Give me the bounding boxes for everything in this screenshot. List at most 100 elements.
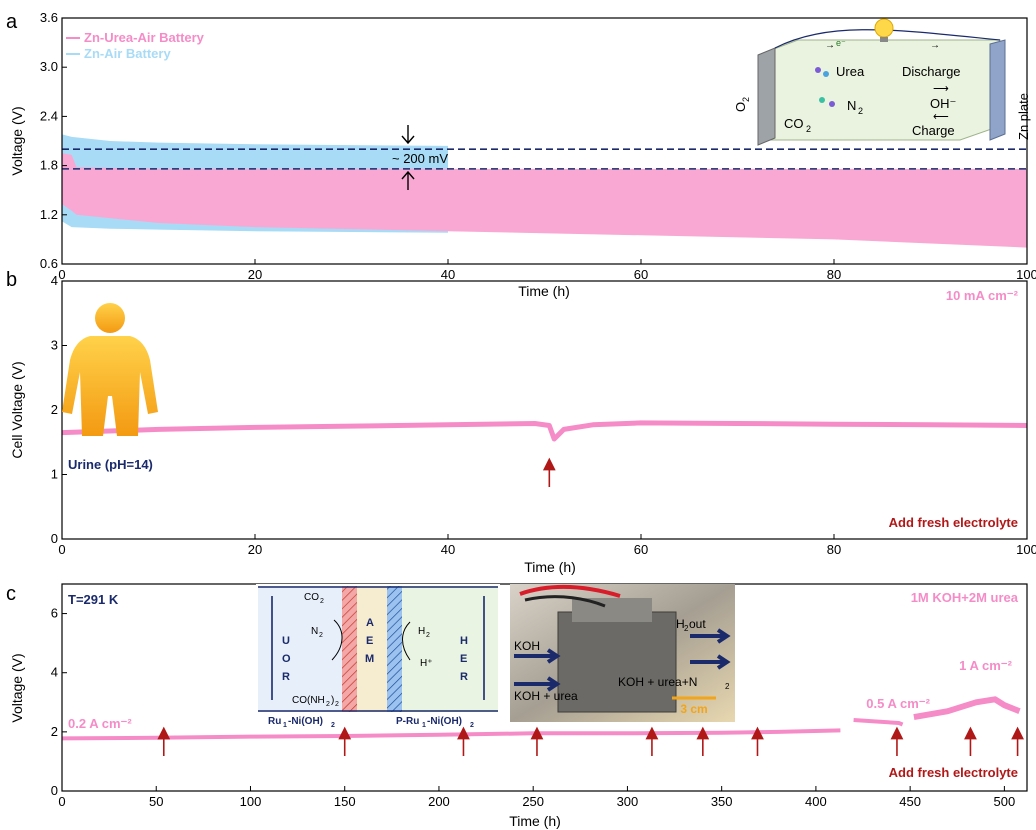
- cell-anode-ni-sub: 2: [331, 722, 335, 729]
- panel-b-urine: Urine (pH=14): [68, 457, 153, 472]
- x-tick-label: 250: [522, 794, 544, 809]
- cell-h2-sub: 2: [426, 632, 430, 639]
- panel-c-electrolyte: 1M KOH+2M urea: [911, 590, 1019, 605]
- urea-atom-icon: [823, 71, 829, 77]
- panel-c-ylabel: Voltage (V): [9, 653, 25, 722]
- voltage-line-segment: [913, 696, 1021, 721]
- zn-urea-air-band: [62, 153, 1027, 248]
- panel-label-c: c: [6, 583, 16, 605]
- cell-cathode-ni-sub: 2: [470, 722, 474, 729]
- human-head-icon: [95, 303, 125, 333]
- panel-b-ylabel: Cell Voltage (V): [9, 361, 25, 458]
- legend-zn-air: Zn-Air Battery: [84, 46, 171, 61]
- panel-c-axes: 0 50 100 150 200 250 300 350 400 450 500 0 2 4 6: [51, 606, 1015, 809]
- panel-label-b: b: [6, 269, 17, 291]
- cell-hplus: H⁺: [420, 658, 433, 669]
- x-tick-label: 400: [805, 794, 827, 809]
- x-tick-label: 0: [58, 794, 65, 809]
- panel-a-axes: 0 20 40 60 80 100 0.6 1.2 1.8 2.4 3.0 3.6: [40, 10, 1036, 282]
- photo-koh-urea-n-sub: 2: [725, 682, 730, 691]
- inset-co-sub: 2: [806, 124, 811, 134]
- x-tick-label: 100: [1016, 542, 1036, 557]
- bulb-icon: [874, 18, 894, 38]
- cell-h2: H: [418, 626, 425, 637]
- inset-o: O: [733, 102, 748, 112]
- y-tick-label: 4: [51, 665, 58, 680]
- panel-b-series: [61, 420, 1028, 487]
- annotation-arrow-down: [401, 125, 415, 145]
- x-tick-label: 500: [994, 794, 1016, 809]
- voltage-line-segment: [853, 718, 904, 727]
- inset-charge: Charge: [912, 123, 955, 138]
- electrolyzer-body: [557, 611, 677, 713]
- inset-zn-plate: Zn plate: [1016, 93, 1031, 140]
- co2-molecule-icon: [829, 101, 835, 107]
- cell-urea-close: ): [331, 695, 334, 706]
- cell-cathode-ni: -Ni(OH): [427, 716, 462, 727]
- koh-inlet-arrow: [514, 648, 561, 664]
- annotation-arrow-up: [401, 170, 415, 190]
- panel-c-temp: T=291 K: [68, 592, 119, 607]
- x-tick-label: 20: [248, 267, 262, 282]
- x-tick-label: 60: [634, 267, 648, 282]
- urea-molecule-icon: [815, 67, 821, 73]
- cell-anode-ni: -Ni(OH): [288, 716, 323, 727]
- anode-catalyst-layer: [342, 586, 357, 712]
- cell-frame: [258, 586, 498, 712]
- cathode-reaction-arrow: [402, 621, 411, 661]
- x-tick-label: 80: [827, 267, 841, 282]
- x-tick-label: 300: [617, 794, 639, 809]
- cell-co-sub: 2: [320, 598, 324, 605]
- y-tick-label: 3.0: [40, 59, 58, 74]
- legend-zn-urea-air: Zn-Urea-Air Battery: [84, 30, 205, 45]
- human-body-icon: [62, 303, 158, 436]
- y-tick-label: 2: [51, 724, 58, 739]
- photo-koh-urea-n: KOH + urea+N: [618, 675, 697, 689]
- cell-o: O: [282, 653, 291, 665]
- panel-c-current-1: 1 A cm⁻²: [959, 658, 1013, 673]
- photo-koh: KOH: [514, 639, 540, 653]
- cell-urea-sub1: 2: [326, 701, 330, 708]
- cell-n-sub: 2: [319, 632, 323, 639]
- x-tick-label: 40: [441, 267, 455, 282]
- x-tick-label: 350: [711, 794, 733, 809]
- y-tick-label: 6: [51, 606, 58, 621]
- y-tick-label: 1.2: [40, 207, 58, 222]
- y-tick-label: 3.6: [40, 10, 58, 25]
- human-torso-icon: [62, 336, 158, 436]
- cell-r: R: [282, 671, 290, 683]
- x-tick-label: 100: [240, 794, 262, 809]
- inset-co: CO: [784, 116, 804, 131]
- device-photo-inset: KOH KOH + urea H 2 out KOH + urea+N 2 3 …: [510, 584, 735, 722]
- voltage-line-segment: [61, 728, 841, 741]
- y-tick-label: 4: [51, 273, 58, 288]
- y-tick-label: 1.8: [40, 158, 58, 173]
- x-tick-label: 50: [149, 794, 163, 809]
- inset-discharge: Discharge: [902, 64, 961, 79]
- photo-out: out: [689, 617, 706, 631]
- cell-co: CO: [304, 592, 319, 603]
- panel-c-note: Add fresh electrolyte: [889, 765, 1018, 780]
- battery-schematic-inset: → e⁻ → Urea Discharge N 2 CO 2 OH⁻ ⟶ ⟵ C…: [733, 18, 1031, 146]
- h2-outlet-arrow: [690, 628, 731, 644]
- zinc-plate: [989, 39, 1006, 141]
- y-tick-label: 2: [51, 402, 58, 417]
- y-tick-label: 1: [51, 467, 58, 482]
- annotation-200mv: ~ 200 mV: [392, 151, 448, 166]
- x-tick-label: 80: [827, 542, 841, 557]
- cell-r2: R: [460, 671, 468, 683]
- cell-n: N: [311, 626, 318, 637]
- inset-oh-arrow: ⟶: [933, 83, 949, 95]
- y-tick-label: 3: [51, 338, 58, 353]
- inset-o-sub: 2: [741, 97, 751, 102]
- panel-b-current: 10 mA cm⁻²: [946, 288, 1019, 303]
- panel-a-frame: [61, 17, 1028, 265]
- cell-anode-ru-sub: 1: [283, 722, 287, 729]
- photo-koh-urea: KOH + urea: [514, 689, 578, 703]
- red-cable: [519, 584, 621, 598]
- electrolyzer-schematic-inset: CO 2 N 2 U O R A E M H 2 H⁺ H E R CO(NH …: [256, 584, 500, 729]
- cell-urea: CO(NH: [292, 695, 325, 706]
- panel-a-bands: [62, 134, 1027, 248]
